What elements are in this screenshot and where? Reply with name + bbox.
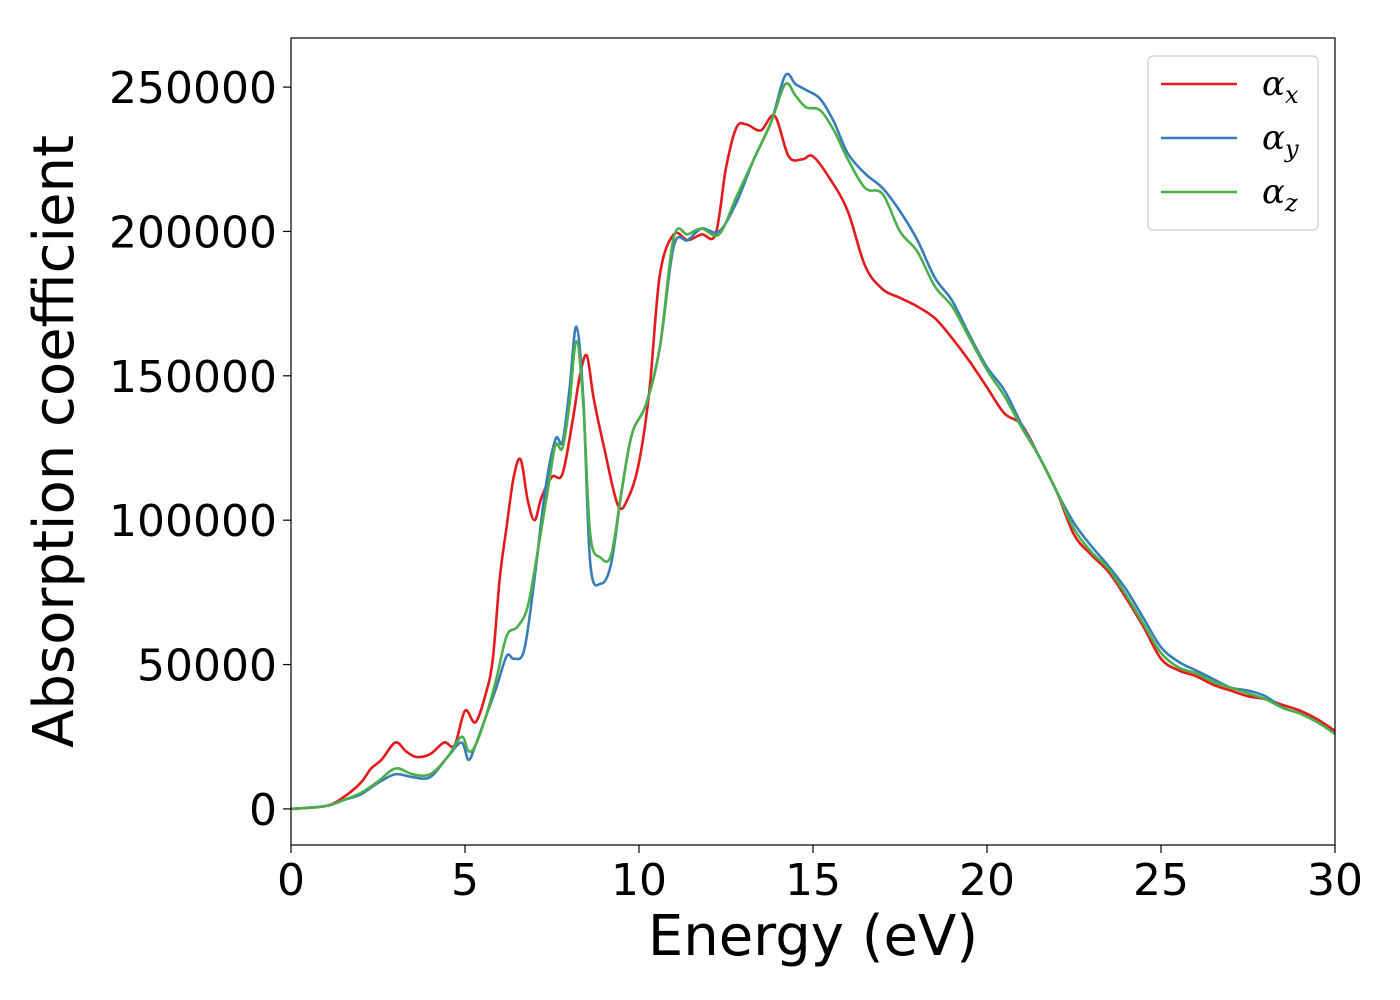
legend: αx αy αz xyxy=(1147,55,1319,231)
x-tick-label: 25 xyxy=(1133,855,1189,906)
y-tick-label: 150000 xyxy=(109,352,277,403)
x-tick-label: 30 xyxy=(1307,855,1363,906)
x-axis: 0 5 10 15 20 25 30 xyxy=(277,845,1363,906)
series-layer xyxy=(291,72,1335,811)
x-axis-title: Energy (eV) xyxy=(648,904,978,969)
y-axis: 0 50000 100000 150000 200000 250000 xyxy=(109,63,291,836)
y-tick-label: 50000 xyxy=(137,641,277,692)
legend-label-x: αx xyxy=(1262,64,1299,109)
x-tick-label: 15 xyxy=(785,855,841,906)
legend-label-y: αy xyxy=(1262,118,1299,163)
series-line-x xyxy=(291,113,1335,811)
legend-box xyxy=(1147,55,1319,231)
x-tick-label: 0 xyxy=(277,855,305,906)
y-axis-title: Absorption coefficient xyxy=(22,135,87,748)
y-tick-label: 100000 xyxy=(109,496,277,547)
x-tick-label: 10 xyxy=(611,855,667,906)
legend-label-z: αz xyxy=(1262,172,1298,217)
y-tick-label: 200000 xyxy=(109,207,277,258)
x-tick-label: 5 xyxy=(451,855,479,906)
series-line-z xyxy=(291,81,1335,811)
x-tick-label: 20 xyxy=(959,855,1015,906)
y-tick-label: 250000 xyxy=(109,63,277,114)
y-tick-label: 0 xyxy=(249,785,277,836)
